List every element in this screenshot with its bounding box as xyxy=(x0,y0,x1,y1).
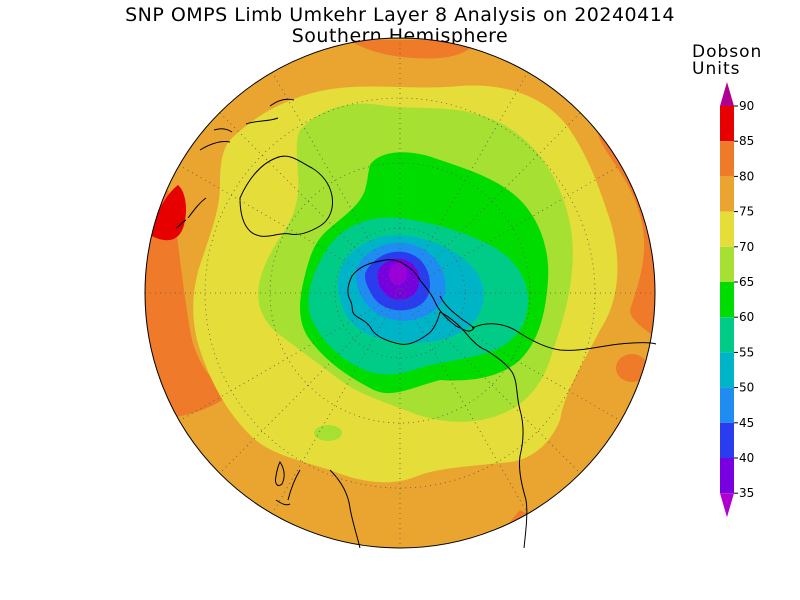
colorbar-tick-label: 35 xyxy=(739,486,754,500)
globe-outline xyxy=(144,37,656,549)
contour-80-85-north xyxy=(350,40,480,59)
colorbar-tick-label: 85 xyxy=(739,134,754,148)
colorbar-swatch-above-90 xyxy=(720,82,734,106)
coastline-madagascar xyxy=(275,461,285,487)
map-subtitle: Southern Hemisphere xyxy=(291,25,509,47)
colorbar-swatch-below-35 xyxy=(720,493,734,518)
colorbar-tick-label: 90 xyxy=(739,99,754,113)
coastline-indonesia xyxy=(199,98,295,151)
colorbar-swatch-70_75 xyxy=(720,211,734,247)
colorbar-tick-label: 50 xyxy=(739,381,754,395)
colorbar-tick-label: 60 xyxy=(739,310,754,324)
contour-below-35 xyxy=(389,263,407,285)
colorbar-tick-label: 40 xyxy=(739,451,754,465)
coastline-antarctic-peninsula xyxy=(439,311,487,351)
colorbar-tick-label: 65 xyxy=(739,275,754,289)
colorbar-tick-label: 45 xyxy=(739,416,754,430)
colorbar: 90 85 80 75 70 65 60 55 50 45 40 35 xyxy=(720,82,754,518)
contour-85-90 xyxy=(150,185,186,241)
graticule xyxy=(145,38,655,548)
coastline-australia xyxy=(239,155,333,237)
colorbar-swatch-75_80 xyxy=(720,176,734,212)
colorbar-tick-label: 70 xyxy=(739,240,754,254)
colorbar-tick-label: 75 xyxy=(739,205,754,219)
ozone-field xyxy=(145,38,655,548)
colorbar-swatch-65_70 xyxy=(720,246,734,282)
colorbar-swatch-35_40 xyxy=(720,458,734,494)
coastline-antarctica xyxy=(347,259,475,345)
coastline-south-america xyxy=(471,323,657,549)
colorbar-swatch-60_65 xyxy=(720,282,734,318)
coastlines xyxy=(175,98,657,549)
colorbar-swatch-85_90 xyxy=(720,106,734,142)
colorbar-tick-label: 55 xyxy=(739,345,754,359)
colorbar-swatch-55_60 xyxy=(720,317,734,353)
map-title: SNP OMPS Limb Umkehr Layer 8 Analysis on… xyxy=(125,4,675,26)
colorbar-swatch-80_85 xyxy=(720,141,734,177)
colorbar-swatch-40_45 xyxy=(720,422,734,458)
colorbar-tick-label: 80 xyxy=(739,169,754,183)
coastline-africa xyxy=(275,469,361,549)
coastline-new-zealand xyxy=(175,197,207,229)
colorbar-label-units: Units xyxy=(692,59,741,79)
contour-80-85-se xyxy=(616,354,648,382)
colorbar-swatch-45_50 xyxy=(720,387,734,423)
contour-65-70-patch xyxy=(314,425,342,441)
colorbar-label-dobson: Dobson xyxy=(692,42,763,62)
colorbar-swatch-50_55 xyxy=(720,352,734,388)
